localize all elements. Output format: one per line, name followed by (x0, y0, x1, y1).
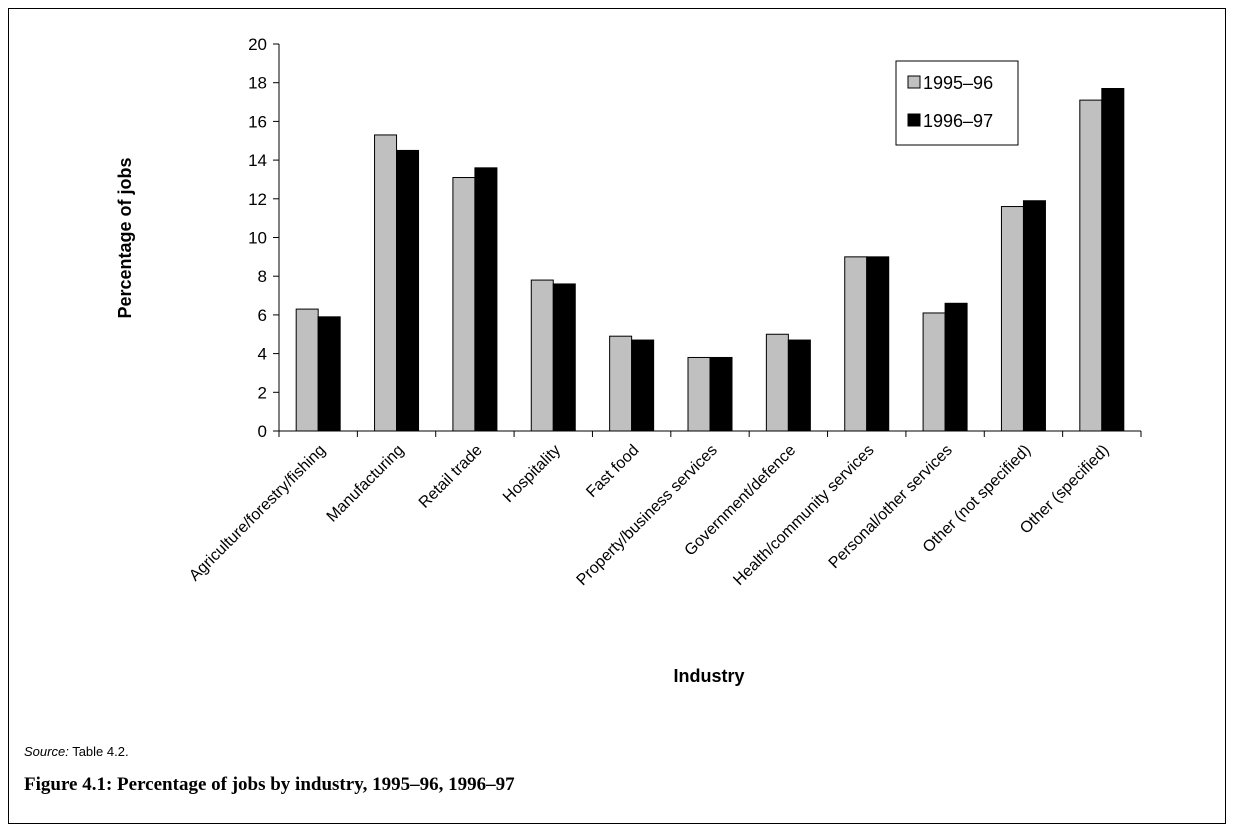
category-labels: Agriculture/forestry/fishingManufacturin… (186, 442, 1112, 589)
bar-1995-96 (452, 177, 476, 432)
x-tick-label: Hospitality (500, 442, 564, 506)
bar-1995-96 (295, 308, 319, 432)
legend: 1995–96 1996–97 (895, 60, 1019, 146)
y-tick-label: 10 (248, 229, 267, 248)
y-tick-label: 20 (248, 35, 267, 54)
legend-label-1995-96: 1995–96 (923, 73, 993, 93)
bar-1995-96 (687, 356, 711, 432)
bar-1995-96 (1079, 99, 1103, 432)
y-tick-label: 8 (258, 267, 267, 286)
bar-1996-97 (317, 316, 341, 432)
x-tick-label: Fast food (583, 442, 642, 501)
bar-1995-96 (765, 333, 789, 432)
bar-1996-97 (709, 356, 733, 432)
y-axis-title: Percentage of jobs (115, 157, 135, 318)
y-tick-label: 0 (258, 422, 267, 441)
bar-1996-97 (1022, 200, 1046, 432)
legend-swatch-1995-96 (907, 75, 921, 89)
legend-label-1996-97: 1996–97 (923, 111, 993, 131)
y-tick-label: 6 (258, 306, 267, 325)
legend-swatch-1996-97 (907, 113, 921, 127)
x-tick-label: Retail trade (416, 442, 486, 512)
legend-box (895, 60, 1019, 146)
source-text: Table 4.2. (72, 744, 129, 759)
x-axis-title: Industry (673, 666, 744, 686)
bars (295, 88, 1125, 432)
bar-1996-97 (866, 256, 890, 432)
y-axis: 0 2 4 6 8 10 12 14 16 18 20 (248, 35, 280, 441)
bar-1996-97 (474, 167, 498, 432)
bar-1995-96 (844, 256, 868, 432)
y-tick-label: 4 (258, 345, 267, 364)
y-tick-label: 14 (248, 151, 267, 170)
bar-1996-97 (787, 339, 811, 432)
bar-1995-96 (922, 312, 946, 432)
bar-1996-97 (552, 283, 576, 432)
y-tick-label: 16 (248, 112, 267, 131)
bar-1995-96 (530, 279, 554, 432)
bar-1996-97 (396, 149, 420, 432)
x-tick-label: Agriculture/forestry/fishing (186, 442, 329, 585)
source-prefix: Source: (24, 744, 69, 759)
source-note: Source: Table 4.2. (24, 744, 129, 759)
x-tick-label: Property/business services (574, 442, 721, 589)
bar-1995-96 (609, 335, 633, 432)
bar-1996-97 (1101, 88, 1125, 432)
x-tick-label: Health/community services (730, 442, 877, 589)
bar-chart: 0 2 4 6 8 10 12 14 16 18 20 Agriculture/forestry/f… (115, 35, 1142, 686)
figure-caption: Figure 4.1: Percentage of jobs by indust… (24, 774, 515, 795)
bar-1995-96 (1000, 206, 1024, 432)
y-tick-label: 12 (248, 190, 267, 209)
x-tick-label: Manufacturing (324, 442, 408, 526)
y-tick-label: 18 (248, 74, 267, 93)
y-tick-label: 2 (258, 383, 267, 402)
bar-1995-96 (374, 134, 398, 432)
bar-1996-97 (631, 339, 655, 432)
bar-1996-97 (944, 302, 968, 432)
x-axis (278, 430, 1142, 437)
